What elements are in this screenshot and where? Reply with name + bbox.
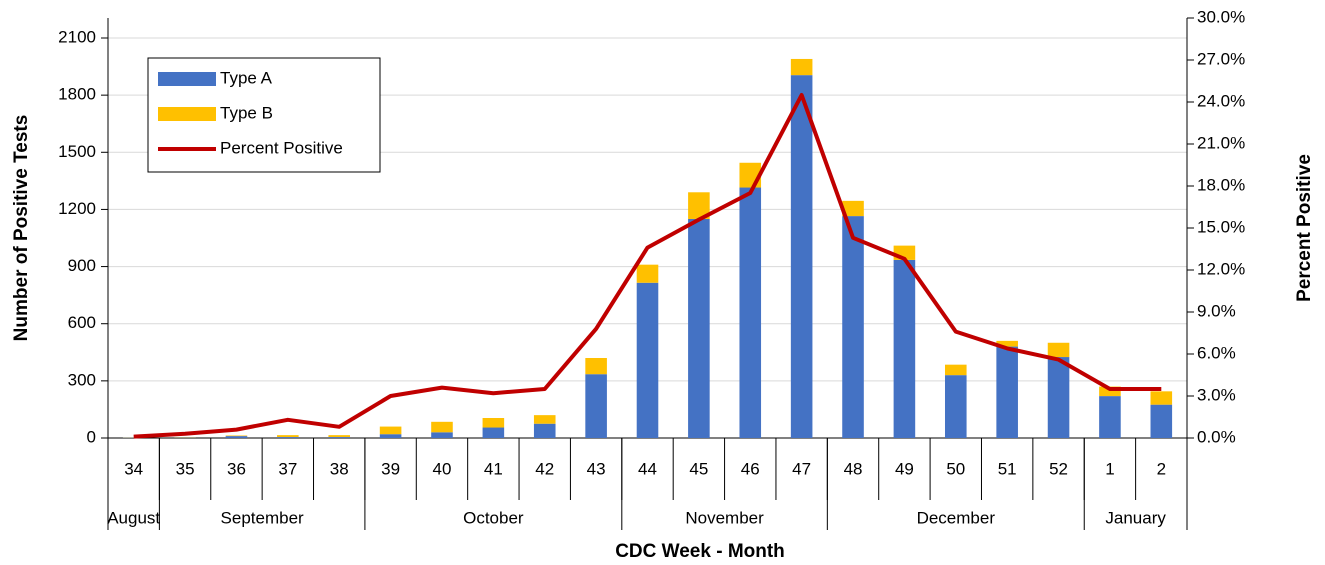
x-tick-label: 52 [1049, 459, 1068, 478]
y-tick-label: 600 [68, 313, 96, 332]
x-tick-label: 39 [381, 459, 400, 478]
bar [996, 340, 1018, 347]
x-group-label: December [917, 508, 996, 527]
x-tick-label: 1 [1105, 459, 1114, 478]
x-group-label: September [221, 508, 304, 527]
bar [174, 437, 196, 438]
y2-tick-label: 30.0% [1197, 7, 1245, 26]
x-tick-label: 42 [535, 459, 554, 478]
bar [739, 187, 762, 438]
bar [379, 434, 402, 438]
x-group-label: November [685, 508, 764, 527]
bar [482, 418, 505, 428]
x-tick-label: 48 [844, 459, 863, 478]
bar [533, 423, 556, 438]
legend-label: Type B [220, 103, 273, 122]
y2-tick-label: 6.0% [1197, 343, 1236, 362]
bar [379, 426, 402, 435]
bar [842, 216, 864, 438]
bar [1099, 396, 1121, 438]
y2-tick-label: 24.0% [1197, 91, 1245, 110]
legend-label: Type A [220, 68, 273, 87]
x-tick-label: 38 [330, 459, 349, 478]
y-tick-label: 2100 [58, 27, 96, 46]
y-tick-label: 1800 [58, 85, 96, 104]
y2-tick-label: 21.0% [1197, 133, 1245, 152]
x-tick-label: 34 [124, 459, 143, 478]
bar [1047, 357, 1070, 438]
y2-tick-label: 15.0% [1197, 217, 1245, 236]
bar [225, 435, 248, 437]
bar [636, 264, 659, 283]
bar [482, 427, 505, 438]
bar [688, 218, 710, 438]
bar [1150, 391, 1173, 405]
bar [996, 346, 1018, 438]
bar [225, 436, 248, 438]
x-tick-label: 43 [587, 459, 606, 478]
legend-swatch [158, 107, 216, 121]
y-axis-title: Number of Positive Tests [11, 115, 32, 342]
y2-tick-label: 12.0% [1197, 259, 1245, 278]
bar [585, 358, 607, 375]
legend-label: Percent Positive [220, 138, 343, 157]
bar [277, 435, 299, 438]
y2-tick-label: 27.0% [1197, 49, 1245, 68]
bar [585, 374, 607, 438]
y2-axis-title: Percent Positive [1294, 154, 1315, 302]
y-tick-label: 300 [68, 370, 96, 389]
bar [431, 421, 453, 433]
bar [1150, 404, 1173, 438]
y-tick-label: 1200 [58, 199, 96, 218]
bar [277, 437, 299, 438]
y-tick-label: 900 [68, 256, 96, 275]
x-group-label: October [463, 508, 524, 527]
x-tick-label: 35 [176, 459, 195, 478]
y2-tick-label: 18.0% [1197, 175, 1245, 194]
x-group-label: January [1105, 508, 1166, 527]
x-tick-label: 2 [1157, 459, 1166, 478]
x-tick-label: 44 [638, 459, 657, 478]
x-tick-label: 37 [278, 459, 297, 478]
bar [944, 364, 967, 376]
y2-tick-label: 3.0% [1197, 385, 1236, 404]
x-tick-label: 47 [792, 459, 811, 478]
x-tick-label: 46 [741, 459, 760, 478]
bar [431, 432, 453, 438]
bar [328, 435, 351, 438]
y-tick-label: 0 [87, 427, 96, 446]
x-tick-label: 51 [998, 459, 1017, 478]
bar [842, 200, 864, 217]
x-tick-label: 45 [689, 459, 708, 478]
bar [893, 259, 916, 438]
bar [328, 437, 351, 438]
bar [944, 375, 967, 438]
x-tick-label: 50 [946, 459, 965, 478]
y-tick-label: 1500 [58, 142, 96, 161]
x-axis-title: CDC Week - Month [615, 541, 785, 562]
x-group-label: August [107, 508, 160, 527]
x-tick-label: 36 [227, 459, 246, 478]
legend-swatch [158, 72, 216, 86]
x-tick-label: 49 [895, 459, 914, 478]
bar [533, 415, 556, 424]
x-tick-label: 40 [433, 459, 452, 478]
y2-tick-label: 0.0% [1197, 427, 1236, 446]
bar [790, 58, 813, 76]
bar [636, 282, 659, 438]
bar [1047, 342, 1070, 358]
line [133, 93, 1162, 439]
bar [688, 192, 710, 219]
x-tick-label: 41 [484, 459, 503, 478]
bar [1099, 386, 1121, 397]
y2-tick-label: 9.0% [1197, 301, 1236, 320]
bar [790, 75, 813, 439]
